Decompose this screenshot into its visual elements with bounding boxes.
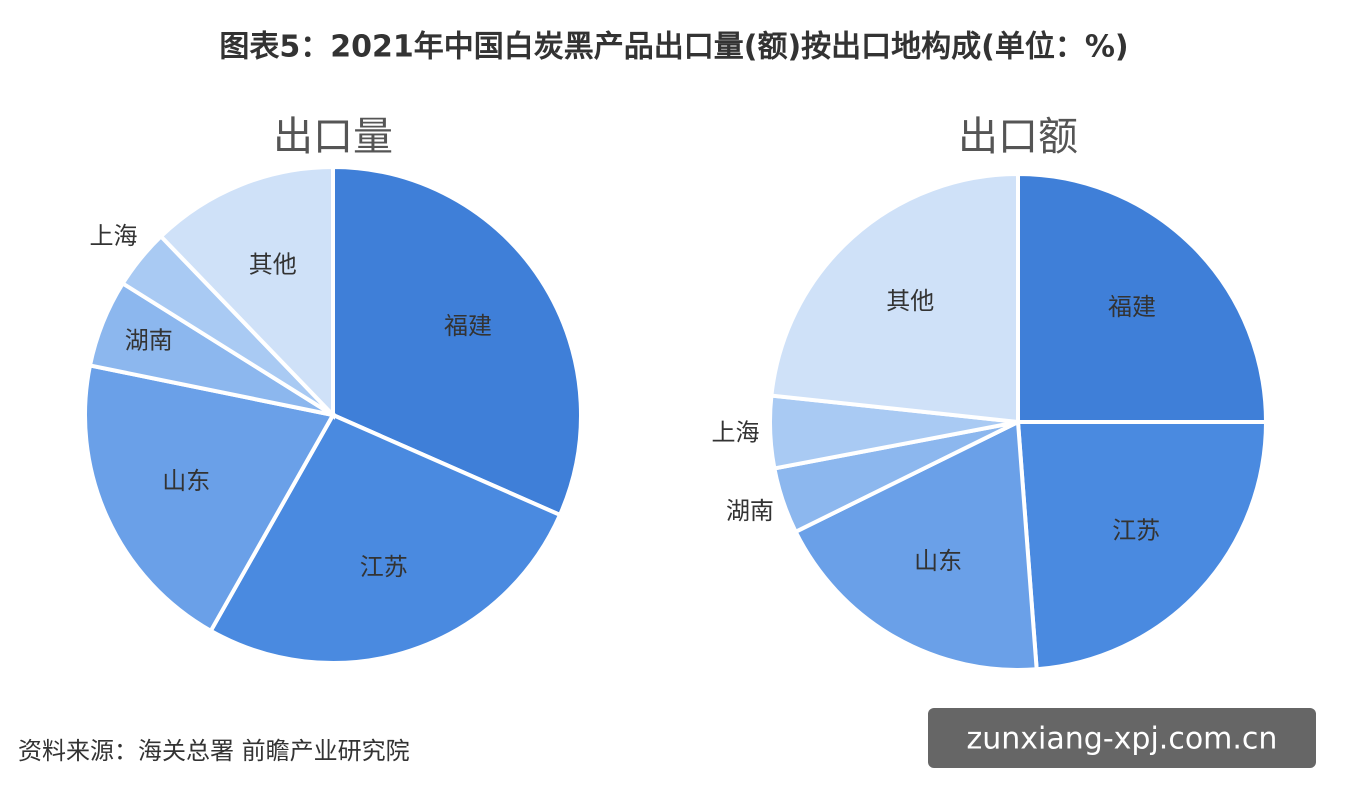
pie-slice (158, 164, 335, 420)
watermark: zunxiang-xpj.com.cn (967, 722, 1278, 757)
source: 资料来源：海关总署 前瞻产业研究院 (18, 737, 410, 765)
pie-title: 出口额 (958, 114, 1078, 160)
slice-label: 上海 (712, 419, 760, 447)
slice-label: 江苏 (360, 553, 408, 581)
slice-label: 福建 (444, 312, 492, 340)
slice-label: 其他 (249, 250, 297, 278)
slice-label: 其他 (886, 287, 934, 315)
pie-slice (331, 164, 583, 518)
slice-label: 山东 (162, 467, 210, 495)
pie-title: 出口量 (273, 114, 393, 160)
pie-slice (1016, 171, 1269, 424)
slice-label: 上海 (89, 222, 137, 250)
slice-label: 福建 (1108, 293, 1156, 321)
chart-title: 图表5：2021年中国白炭黑产品出口量(额)按出口地构成(单位：%) (219, 30, 1128, 65)
slice-label: 山东 (914, 547, 962, 575)
slice-label: 江苏 (1112, 517, 1160, 545)
pie-slice (792, 418, 1039, 672)
watermark-box (928, 708, 1316, 768)
pie-slice (769, 171, 1020, 425)
slice-label: 湖南 (125, 326, 173, 354)
pie-slice (1015, 420, 1269, 672)
slice-label: 湖南 (726, 497, 774, 525)
pie-slice (83, 363, 337, 634)
